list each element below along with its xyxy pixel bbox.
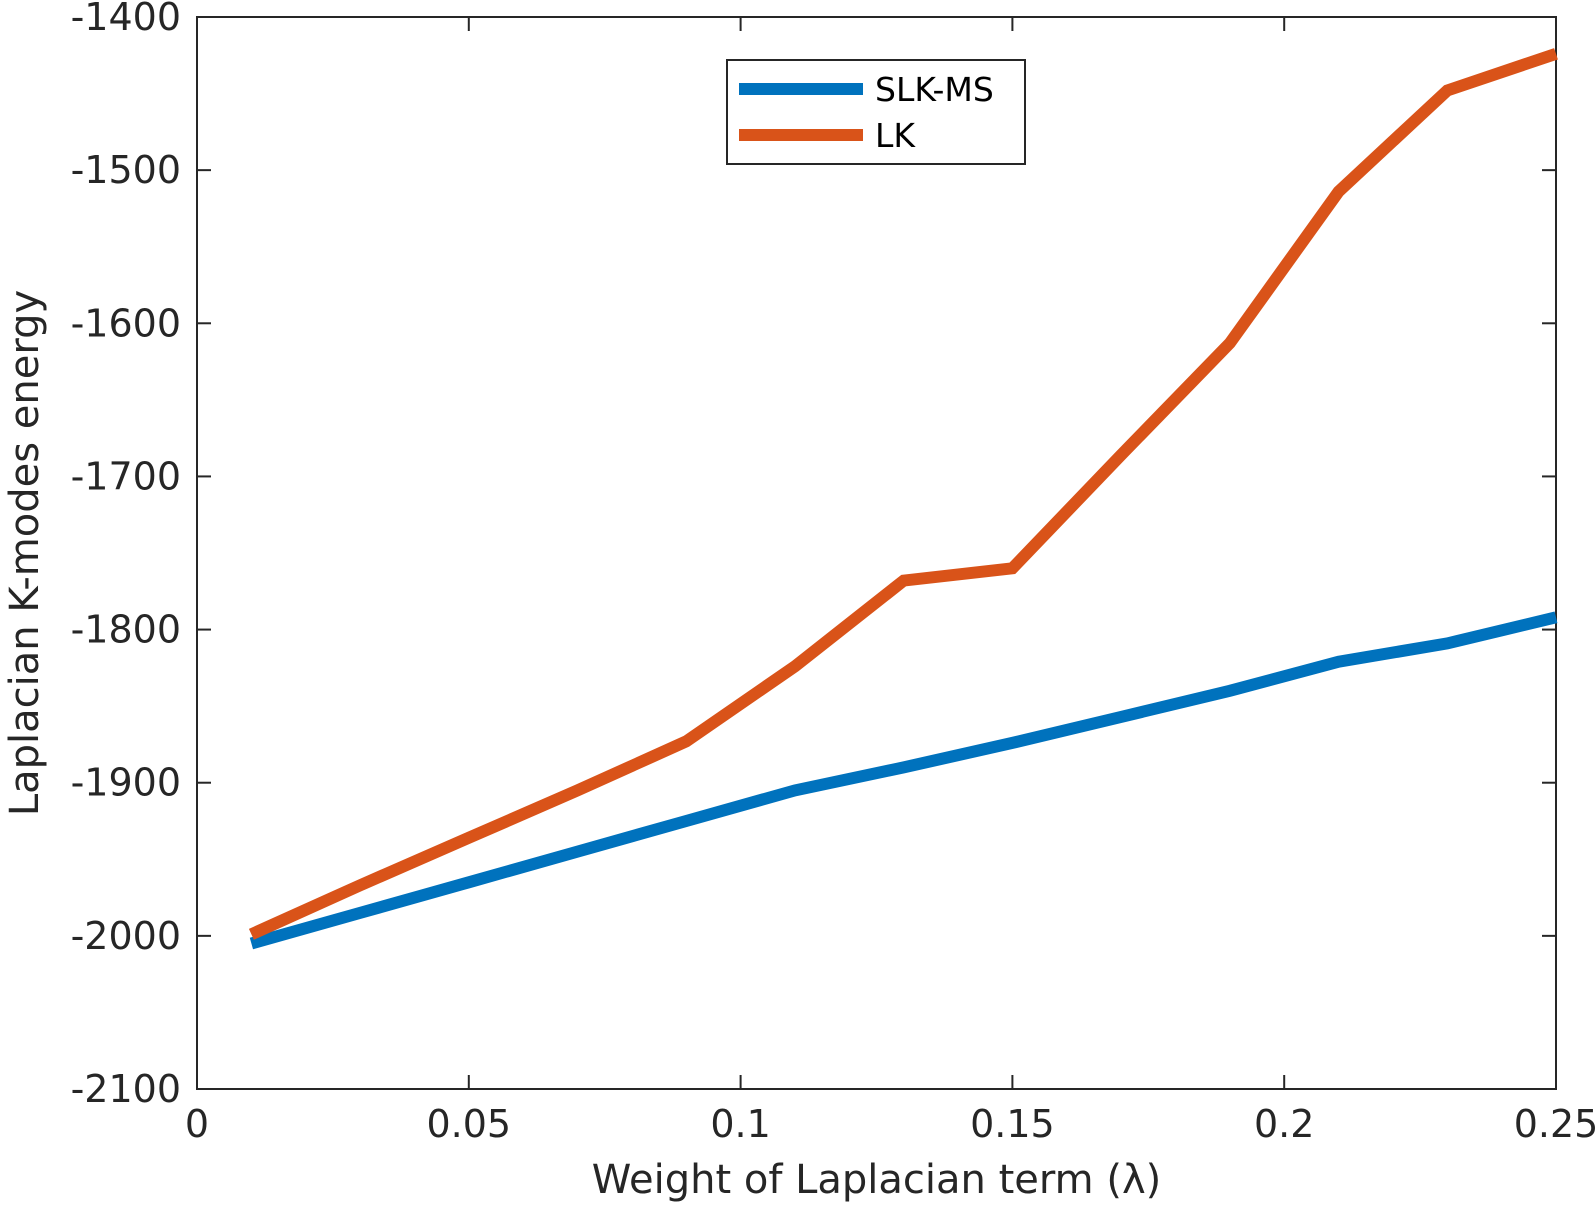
y-tick-label: -2000	[71, 914, 181, 958]
y-tick-label: -1500	[71, 148, 181, 192]
tick-labels: 0 0.05 0.1 0.15 0.2 0.25 -2100 -2000 -1900 -1800 -…	[71, 0, 1596, 1146]
y-tick-label: -2100	[71, 1067, 181, 1111]
y-tick-label: -1400	[71, 0, 181, 39]
x-tick-label: 0	[185, 1102, 209, 1146]
legend-label-lk: LK	[875, 116, 916, 155]
y-axis-title: Laplacian K-modes energy	[2, 290, 48, 816]
y-tick-label: -1700	[71, 454, 181, 498]
y-tick-label: -1600	[71, 301, 181, 345]
x-tick-label: 0.25	[1514, 1102, 1596, 1146]
axes	[196, 16, 1557, 1090]
x-tick-label: 0.1	[710, 1102, 770, 1146]
series-lines	[248, 48, 1558, 950]
x-tick-label: 0.2	[1254, 1102, 1314, 1146]
y-tick-label: -1900	[71, 761, 181, 805]
legend-label-slk-ms: SLK-MS	[875, 70, 994, 109]
legend: SLK-MS LK	[726, 59, 1026, 165]
y-tick-label: -1800	[71, 608, 181, 652]
x-tick-label: 0.15	[970, 1102, 1055, 1146]
series-line-slk-ms	[249, 611, 1558, 950]
plot-box	[196, 16, 1557, 1090]
series-line-lk	[248, 48, 1558, 940]
x-tick-label: 0.05	[426, 1102, 511, 1146]
legend-box	[726, 59, 1026, 165]
x-axis-title: Weight of Laplacian term (λ)	[592, 1157, 1161, 1203]
